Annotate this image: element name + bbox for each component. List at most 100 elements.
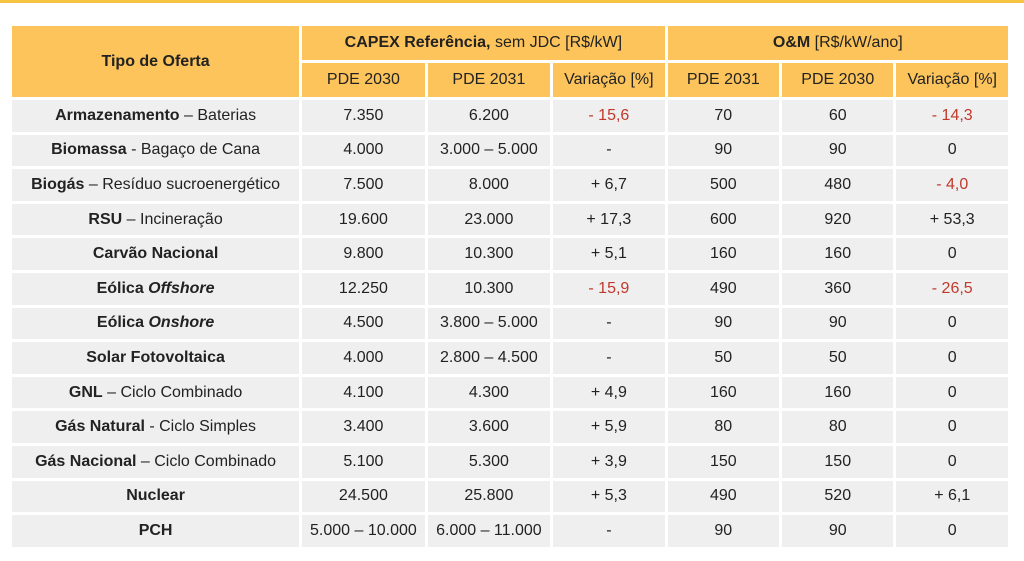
capex-pde2031-cell: 3.800 – 5.000: [427, 307, 551, 340]
capex-pde2031-cell: 5.300: [427, 445, 551, 478]
capex-pde2031-cell: 23.000: [427, 203, 551, 236]
om-variacao-cell: 0: [896, 515, 1008, 547]
header-om-pde2031: PDE 2031: [667, 63, 780, 97]
om-pde2031-cell: 500: [667, 169, 780, 201]
header-capex-rest: sem JDC [R$/kW]: [490, 34, 623, 51]
capex-pde2031-cell: 8.000: [427, 169, 551, 201]
om-variacao-cell: + 6,1: [896, 480, 1008, 513]
capex-pde2030-cell: 12.250: [302, 272, 425, 305]
header-capex-pde2030: PDE 2030: [302, 63, 425, 97]
capex-variacao-cell: -: [553, 134, 665, 167]
table-row: PCH 5.000 – 10.000 6.000 – 11.000-90 90 0: [12, 515, 1008, 547]
table-row: Biogás – Resíduo sucroenergético 7.500 8.0…: [12, 169, 1008, 201]
om-pde2031-cell: 90: [667, 515, 780, 547]
offer-type-cell: Biomassa - Bagaço de Cana: [12, 134, 300, 167]
om-pde2030-cell: 160: [782, 238, 894, 270]
offer-type-bold: Biomassa: [51, 141, 127, 159]
offer-type-cell: RSU – Incineração: [12, 203, 300, 236]
table-row: Eólica Onshore 4.500 3.800 – 5.000-90 90 0: [12, 307, 1008, 340]
offer-type-bold: Armazenamento: [55, 106, 180, 124]
om-pde2031-cell: 160: [667, 238, 780, 270]
offer-type-cell: Biogás – Resíduo sucroenergético: [12, 169, 300, 201]
capex-variacao-cell: -: [553, 342, 665, 374]
om-variacao-cell: 0: [896, 238, 1008, 270]
om-pde2031-cell: 150: [667, 445, 780, 478]
capex-pde2030-cell: 7.500: [302, 169, 425, 201]
header-capex-bold: CAPEX Referência,: [344, 34, 491, 51]
capex-pde2030-cell: 4.500: [302, 307, 425, 340]
om-pde2030-cell: 480: [782, 169, 894, 201]
om-variacao-cell: 0: [896, 445, 1008, 478]
offer-type-cell: Gás Nacional – Ciclo Combinado: [12, 445, 300, 478]
table-row: RSU – Incineração 19.600 23.000 + 17,3 600 92…: [12, 203, 1008, 236]
offer-type-bold: PCH: [138, 521, 173, 539]
table-row: GNL – Ciclo Combinado 4.100 4.300 + 4,9 160 1…: [12, 376, 1008, 409]
offer-type-cell: Eólica Offshore: [12, 272, 300, 305]
om-variacao-cell: 0: [896, 134, 1008, 167]
capex-variacao-cell: + 5,1: [553, 238, 665, 270]
header-om-bold: O&M: [772, 34, 811, 51]
capex-pde2031-cell: 6.000 – 11.000: [427, 515, 551, 547]
offer-type-cell: Carvão Nacional: [12, 238, 300, 270]
capex-variacao-cell: + 5,3: [553, 480, 665, 513]
om-pde2030-cell: 160: [782, 376, 894, 409]
offer-type-cell: GNL – Ciclo Combinado: [12, 376, 300, 409]
offer-type-italic: Offshore: [148, 279, 215, 297]
om-pde2030-cell: 360: [782, 272, 894, 305]
table-body: Armazenamento – Baterias 7.350 6.200- 15,6…: [12, 100, 1008, 547]
offer-type-cell: Gás Natural - Ciclo Simples: [12, 411, 300, 443]
capex-variacao-cell: -: [553, 307, 665, 340]
capex-pde2030-cell: 3.400: [302, 411, 425, 443]
offer-type-detail: - Ciclo Simples: [144, 418, 257, 436]
capex-pde2030-cell: 5.100: [302, 445, 425, 478]
table-row: Biomassa - Bagaço de Cana 4.000 3.000 – 5.…: [12, 134, 1008, 167]
offer-type-cell: Armazenamento – Baterias: [12, 100, 300, 132]
om-pde2030-cell: 60: [782, 100, 894, 132]
table-row: Gás Nacional – Ciclo Combinado 5.100 5.300…: [12, 445, 1008, 478]
table-row: Nuclear 24.500 25.800 + 5,3 490 520 + 6,1: [12, 480, 1008, 513]
om-pde2031-cell: 160: [667, 376, 780, 409]
offer-type-bold: Eólica: [96, 279, 149, 297]
om-pde2031-cell: 50: [667, 342, 780, 374]
offer-type-bold: RSU: [88, 210, 123, 228]
capex-pde2030-cell: 4.000: [302, 342, 425, 374]
header-om-group: O&M [R$/kW/ano]: [667, 26, 1008, 60]
om-pde2030-cell: 90: [782, 307, 894, 340]
capex-pde2030-cell: 4.100: [302, 376, 425, 409]
header-om-pde2030: PDE 2030: [782, 63, 894, 97]
offer-type-detail: – Ciclo Combinado: [136, 452, 277, 470]
om-variacao-cell: + 53,3: [896, 203, 1008, 236]
capex-variacao-cell: - 15,9: [553, 272, 665, 305]
om-pde2030-cell: 50: [782, 342, 894, 374]
om-pde2031-cell: 80: [667, 411, 780, 443]
header-row-groups: Tipo de Oferta CAPEX Referência, sem JDC…: [12, 26, 1008, 97]
table-row: Eólica Offshore 12.250 10.300- 15,9 490 360-…: [12, 272, 1008, 305]
capex-variacao-cell: + 6,7: [553, 169, 665, 201]
om-pde2030-cell: 520: [782, 480, 894, 513]
om-pde2030-cell: 80: [782, 411, 894, 443]
header-capex-variacao: Variação [%]: [553, 63, 665, 97]
header-capex-pde2031: PDE 2031: [427, 63, 551, 97]
offer-type-bold: Solar Fotovoltaica: [86, 348, 225, 366]
offer-type-italic: Onshore: [148, 314, 215, 332]
om-variacao-cell: 0: [896, 342, 1008, 374]
offer-type-cell: Solar Fotovoltaica: [12, 342, 300, 374]
header-om-variacao: Variação [%]: [896, 63, 1008, 97]
offer-type-cell: Nuclear: [12, 480, 300, 513]
om-variacao-cell: 0: [896, 307, 1008, 340]
capex-pde2031-cell: 3.000 – 5.000: [427, 134, 551, 167]
table-row: Gás Natural - Ciclo Simples 3.400 3.600 + 5…: [12, 411, 1008, 443]
header-om-rest: [R$/kW/ano]: [810, 34, 903, 51]
offer-type-bold: Carvão Nacional: [92, 245, 219, 263]
om-pde2031-cell: 70: [667, 100, 780, 132]
header-tipo-de-oferta: Tipo de Oferta: [12, 26, 300, 97]
om-pde2030-cell: 90: [782, 515, 894, 547]
offer-type-detail: – Resíduo sucroenergético: [84, 175, 281, 193]
om-pde2030-cell: 920: [782, 203, 894, 236]
offer-type-bold: Biogás: [31, 175, 85, 193]
capex-variacao-cell: + 3,9: [553, 445, 665, 478]
header-capex-group: CAPEX Referência, sem JDC [R$/kW]: [302, 26, 665, 60]
capex-pde2031-cell: 6.200: [427, 100, 551, 132]
offer-type-cell: Eólica Onshore: [12, 307, 300, 340]
om-pde2031-cell: 600: [667, 203, 780, 236]
